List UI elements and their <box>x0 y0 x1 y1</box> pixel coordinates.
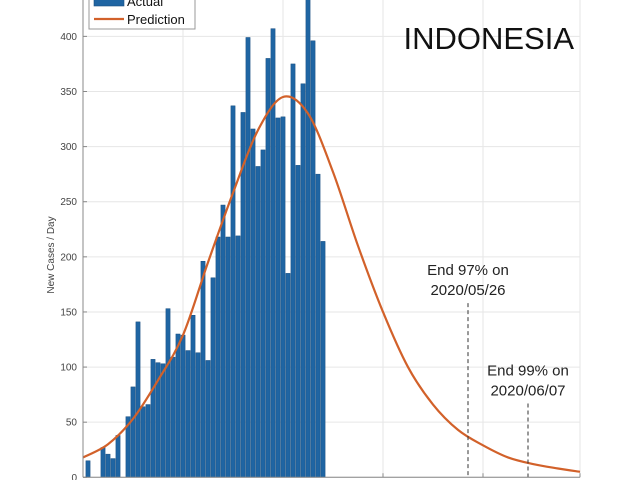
legend-prediction-label: Prediction <box>127 12 185 27</box>
actual-bar <box>100 447 106 478</box>
actual-bar <box>105 453 111 478</box>
actual-bar <box>200 260 206 478</box>
actual-bar <box>265 58 271 478</box>
actual-bar <box>300 83 306 478</box>
actual-bar <box>175 333 181 478</box>
y-tick-label: 400 <box>60 32 77 43</box>
actual-bar <box>220 204 226 478</box>
legend-actual-swatch <box>93 0 125 7</box>
actual-bar <box>190 315 196 478</box>
actual-bar <box>230 105 236 478</box>
actual-bar <box>260 149 266 478</box>
actual-bar <box>165 308 171 478</box>
actual-bar <box>85 460 91 478</box>
actual-bar <box>290 63 296 478</box>
actual-bar <box>195 352 201 478</box>
actual-bar <box>235 235 241 478</box>
y-tick-label: 100 <box>60 363 77 374</box>
actual-bar <box>255 166 261 478</box>
y-tick-label: 150 <box>60 307 77 318</box>
annotation-line1: End 99% on <box>487 362 569 379</box>
actual-bar <box>215 236 221 478</box>
actual-bar <box>210 277 216 478</box>
actual-bar <box>170 356 176 478</box>
actual-bar <box>185 350 191 478</box>
chart-title: INDONESIA <box>403 21 574 56</box>
annotation-line2: 2020/06/07 <box>490 382 565 399</box>
legend-actual-label: Actual <box>127 0 163 9</box>
actual-bar <box>270 28 276 478</box>
actual-bar <box>305 0 311 478</box>
actual-bar <box>320 241 326 478</box>
actual-bar <box>275 117 281 478</box>
actual-bar <box>310 40 316 478</box>
y-axis-label: New Cases / Day <box>46 216 57 293</box>
actual-bar <box>250 128 256 478</box>
annotation-line1: End 97% on <box>427 262 509 279</box>
prediction-line <box>82 95 581 473</box>
annotation-line2: 2020/05/26 <box>430 282 505 299</box>
actual-bar <box>130 386 136 478</box>
y-tick-label: 250 <box>60 197 77 208</box>
actual-bar <box>205 360 211 478</box>
actual-bar <box>110 458 116 478</box>
actual-bar <box>295 165 301 478</box>
actual-bars <box>85 0 326 478</box>
actual-bar <box>140 406 146 478</box>
annotations: End 97% on 2020/05/26 End 99% on 2020/06/07 <box>427 262 569 478</box>
actual-bar <box>150 359 156 478</box>
actual-bar <box>115 435 121 478</box>
actual-bar <box>280 116 286 478</box>
actual-bar <box>145 404 151 478</box>
actual-bar <box>180 334 186 478</box>
legend: Actual Prediction <box>88 0 196 30</box>
y-tick-label: 350 <box>60 87 77 98</box>
y-tick-label: 50 <box>66 418 78 429</box>
actual-bar <box>135 321 141 478</box>
y-axis-ticks: 0 50 100 150 200 250 300 350 400 <box>60 32 87 480</box>
actual-bar <box>245 37 251 478</box>
actual-bar <box>225 236 231 478</box>
actual-bar <box>285 273 291 478</box>
y-tick-label: 200 <box>60 252 77 263</box>
y-tick-label: 0 <box>71 473 77 480</box>
y-tick-label: 300 <box>60 142 77 153</box>
actual-bar <box>315 173 321 478</box>
actual-bar <box>160 363 166 478</box>
